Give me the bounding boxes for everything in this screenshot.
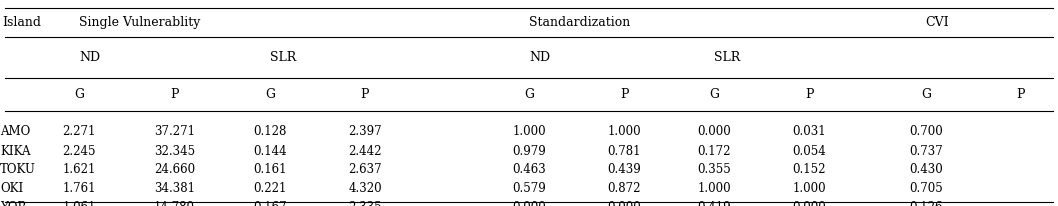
Text: SLR: SLR [270, 51, 296, 64]
Text: 2.397: 2.397 [348, 125, 382, 138]
Text: 0.031: 0.031 [792, 125, 826, 138]
Text: P: P [1017, 88, 1025, 101]
Text: 2.271: 2.271 [62, 125, 96, 138]
Text: G: G [74, 88, 85, 101]
Text: 1.000: 1.000 [512, 125, 546, 138]
Text: P: P [361, 88, 369, 101]
Text: 14.780: 14.780 [154, 200, 195, 206]
Text: 0.463: 0.463 [512, 163, 546, 177]
Text: P: P [620, 88, 628, 101]
Text: AMO: AMO [0, 125, 31, 138]
Text: G: G [920, 88, 931, 101]
Text: 0.126: 0.126 [909, 200, 943, 206]
Text: 0.161: 0.161 [253, 163, 287, 177]
Text: 2.442: 2.442 [348, 145, 382, 158]
Text: YOR: YOR [0, 200, 26, 206]
Text: 0.737: 0.737 [909, 145, 943, 158]
Text: G: G [709, 88, 719, 101]
Text: 0.000: 0.000 [697, 125, 731, 138]
Text: 0.172: 0.172 [697, 145, 731, 158]
Text: 0.000: 0.000 [512, 200, 546, 206]
Text: 34.381: 34.381 [154, 182, 195, 195]
Text: 2.245: 2.245 [62, 145, 96, 158]
Text: 0.128: 0.128 [253, 125, 287, 138]
Text: 37.271: 37.271 [154, 125, 195, 138]
Text: 32.345: 32.345 [154, 145, 195, 158]
Text: 0.872: 0.872 [607, 182, 641, 195]
Text: 1.061: 1.061 [62, 200, 96, 206]
Text: ND: ND [79, 51, 101, 64]
Text: SLR: SLR [714, 51, 741, 64]
Text: 0.579: 0.579 [512, 182, 546, 195]
Text: 0.144: 0.144 [253, 145, 287, 158]
Text: 0.167: 0.167 [253, 200, 287, 206]
Text: 0.000: 0.000 [607, 200, 641, 206]
Text: 24.660: 24.660 [154, 163, 195, 177]
Text: 0.700: 0.700 [909, 125, 943, 138]
Text: 4.320: 4.320 [348, 182, 382, 195]
Text: 0.419: 0.419 [697, 200, 731, 206]
Text: 0.781: 0.781 [607, 145, 641, 158]
Text: CVI: CVI [926, 16, 949, 29]
Text: P: P [805, 88, 814, 101]
Text: 0.221: 0.221 [253, 182, 287, 195]
Text: Single Vulnerablity: Single Vulnerablity [79, 16, 201, 29]
Text: 0.430: 0.430 [909, 163, 943, 177]
Text: 1.621: 1.621 [62, 163, 96, 177]
Text: 0.152: 0.152 [792, 163, 826, 177]
Text: 0.054: 0.054 [792, 145, 826, 158]
Text: 1.761: 1.761 [62, 182, 96, 195]
Text: G: G [264, 88, 275, 101]
Text: ND: ND [529, 51, 550, 64]
Text: 2.637: 2.637 [348, 163, 382, 177]
Text: 1.000: 1.000 [697, 182, 731, 195]
Text: 0.979: 0.979 [512, 145, 546, 158]
Text: 2.335: 2.335 [348, 200, 382, 206]
Text: 0.439: 0.439 [607, 163, 641, 177]
Text: 0.000: 0.000 [792, 200, 826, 206]
Text: 1.000: 1.000 [792, 182, 826, 195]
Text: 0.355: 0.355 [697, 163, 731, 177]
Text: TOKU: TOKU [0, 163, 36, 177]
Text: Standardization: Standardization [529, 16, 631, 29]
Text: Island: Island [2, 16, 41, 29]
Text: P: P [170, 88, 179, 101]
Text: G: G [524, 88, 534, 101]
Text: KIKA: KIKA [0, 145, 31, 158]
Text: 1.000: 1.000 [607, 125, 641, 138]
Text: OKI: OKI [0, 182, 23, 195]
Text: 0.705: 0.705 [909, 182, 943, 195]
